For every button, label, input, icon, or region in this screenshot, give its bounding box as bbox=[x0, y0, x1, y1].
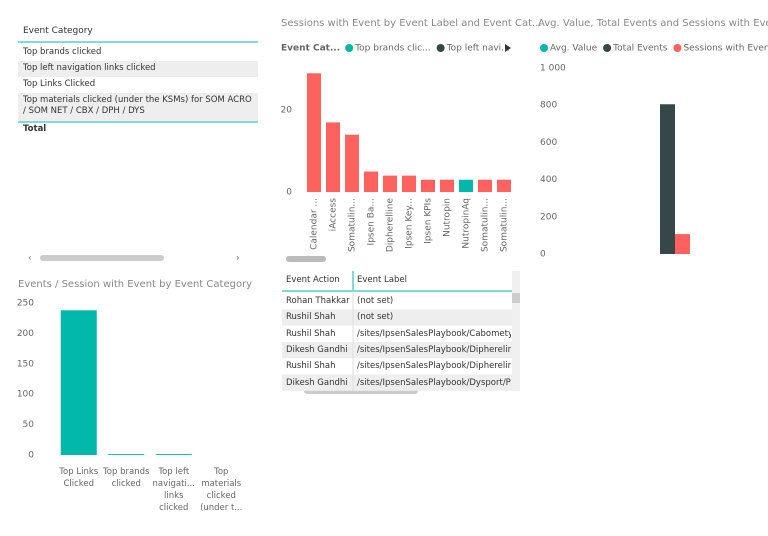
bar bbox=[660, 104, 675, 255]
x-tick-label: Ipsen Key... bbox=[405, 198, 415, 249]
table-cell: Rushil Shah bbox=[286, 312, 336, 323]
scroll-left[interactable]: ‹ bbox=[28, 254, 32, 264]
table-cell: Dikesh Gandhi bbox=[286, 344, 348, 355]
y-tick-label: 400 bbox=[540, 175, 557, 185]
x-tick-label: iAccess bbox=[329, 198, 339, 232]
x-tick-label: Ipsen KPIs bbox=[424, 198, 434, 244]
table-cell: /sites/IpsenSalesPlaybook/Dipherelin bbox=[357, 361, 511, 372]
legend-label: Avg. Value bbox=[550, 44, 598, 54]
chart-title: Events / Session with Event by Event Cat… bbox=[18, 279, 252, 290]
y-tick-label: 150 bbox=[17, 359, 34, 369]
legend-label: Total Events bbox=[612, 44, 668, 54]
scroll-right[interactable]: › bbox=[236, 254, 240, 264]
table-cell: Top materials clicked (under the KSMs) f… bbox=[23, 95, 252, 116]
table-cell: /sites/IpsenSalesPlaybook/Cabomety bbox=[357, 328, 511, 339]
table-cell: Top Links Clicked bbox=[23, 79, 96, 89]
table-cell: Rushil Shah bbox=[286, 328, 336, 339]
legend-marker bbox=[540, 44, 548, 52]
legend-arrow[interactable] bbox=[505, 44, 511, 52]
x-tick-label: Top left navigati... links clicked bbox=[152, 467, 195, 513]
x-tick-label: Top materials clicked (under t... bbox=[200, 467, 243, 513]
y-tick-label: 200 bbox=[17, 329, 34, 339]
bar bbox=[402, 175, 416, 192]
table-cell: /sites/IpsenSalesPlaybook/Dipherelin bbox=[357, 344, 511, 355]
table-cell: Top brands clicked bbox=[23, 47, 102, 57]
bar bbox=[421, 179, 435, 192]
bar bbox=[155, 454, 192, 455]
row-shade bbox=[282, 309, 512, 326]
row-shade bbox=[282, 374, 512, 391]
x-tick-label: Calendar ... bbox=[310, 198, 320, 250]
table-total: Total bbox=[23, 124, 47, 134]
y-tick-label: 0 bbox=[28, 451, 34, 461]
x-tick-label: Top Links Clicked bbox=[59, 467, 99, 489]
table-cell: /sites/IpsenSalesPlaybook/Dysport/P bbox=[357, 377, 511, 388]
bar bbox=[383, 175, 397, 192]
legend-label: Top left navi... bbox=[446, 44, 510, 54]
y-tick-label: 100 bbox=[17, 390, 34, 400]
x-tick-label: Somatulin... bbox=[500, 198, 510, 252]
y-tick-label: 0 bbox=[286, 188, 292, 198]
x-tick-label: Somatulin... bbox=[481, 198, 491, 252]
table-cell: Top left navigation links clicked bbox=[23, 63, 156, 73]
legend-marker bbox=[436, 44, 445, 52]
y-tick-label: 50 bbox=[23, 420, 35, 430]
bar bbox=[345, 134, 359, 192]
v-scroll-track bbox=[512, 271, 520, 391]
table-header: Event Action bbox=[286, 275, 340, 285]
chart-title: Sessions with Event by Event Label and E… bbox=[281, 18, 542, 29]
bar bbox=[60, 310, 97, 455]
table-header: Event Category bbox=[23, 26, 93, 36]
legend-label: Top brands clic... bbox=[354, 44, 430, 54]
y-tick-label: 600 bbox=[540, 138, 557, 148]
bar bbox=[497, 179, 511, 192]
table-cell: Rushil Shah bbox=[286, 361, 336, 372]
row-shade bbox=[18, 61, 258, 77]
bar bbox=[364, 171, 378, 192]
x-tick-label: Ipsen Ba... bbox=[367, 198, 377, 245]
scrollbar[interactable] bbox=[286, 256, 326, 262]
table-cell: Rohan Thakkar bbox=[286, 296, 350, 306]
bar bbox=[478, 179, 492, 192]
legend-title: Event Cat... bbox=[281, 44, 340, 54]
table-cell: (not set) bbox=[357, 296, 394, 306]
legend-marker bbox=[603, 44, 612, 52]
bar bbox=[307, 73, 321, 192]
x-tick-label: Somatulin... bbox=[348, 198, 358, 252]
y-tick-label: 800 bbox=[540, 101, 557, 111]
bar bbox=[108, 454, 145, 455]
legend-marker bbox=[345, 44, 354, 52]
bar bbox=[675, 234, 690, 254]
bar bbox=[326, 122, 340, 192]
v-scrollbar[interactable] bbox=[512, 293, 520, 303]
x-tick-label: Top brands clicked bbox=[103, 467, 150, 489]
y-tick-label: 1 000 bbox=[540, 64, 566, 74]
legend-marker bbox=[673, 44, 682, 52]
bar bbox=[459, 179, 473, 192]
y-tick-label: 200 bbox=[540, 212, 557, 222]
legend-label: Sessions with Event bbox=[683, 44, 768, 54]
table-cell: Dikesh Gandhi bbox=[286, 377, 348, 388]
x-tick-label: Nutropin bbox=[443, 198, 453, 237]
bar bbox=[440, 179, 454, 192]
row-shade bbox=[282, 341, 512, 359]
x-tick-label: Dipherelline bbox=[386, 198, 396, 253]
x-tick-label: NutropinAq bbox=[462, 198, 472, 249]
chart-title: Avg. Value, Total Events and Sessions wi… bbox=[538, 18, 768, 29]
table-header: Event Label bbox=[357, 275, 407, 285]
row-shade bbox=[18, 93, 258, 121]
y-tick-label: 0 bbox=[540, 250, 546, 260]
y-tick-label: 20 bbox=[281, 106, 293, 116]
table-cell: (not set) bbox=[357, 312, 394, 323]
y-tick-label: 250 bbox=[17, 299, 34, 309]
scrollbar[interactable] bbox=[40, 255, 164, 261]
